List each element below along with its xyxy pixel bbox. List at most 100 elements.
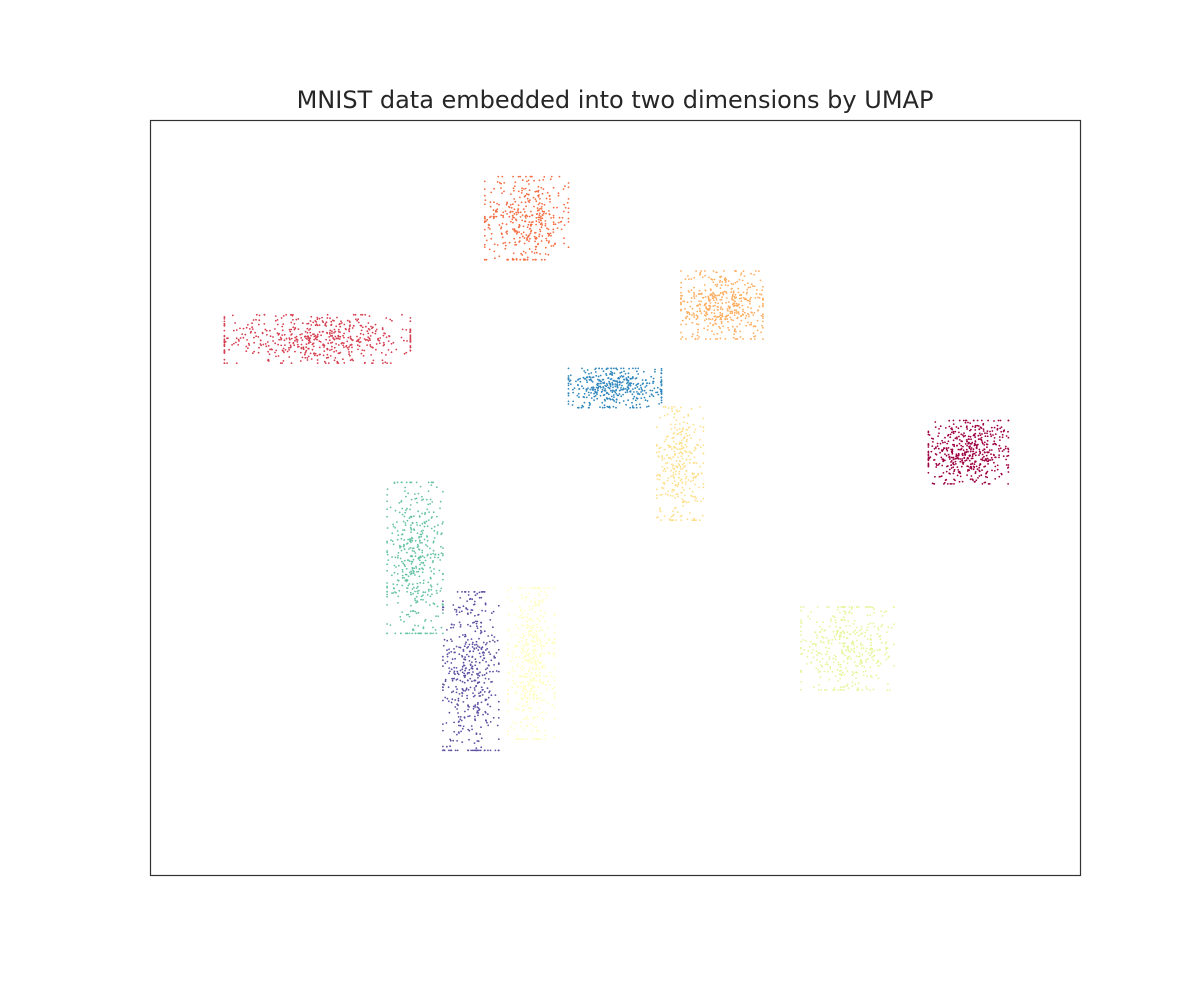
data-point [522, 657, 525, 660]
data-point [702, 486, 705, 489]
data-point [697, 473, 700, 476]
data-point [527, 655, 530, 657]
data-point [493, 243, 496, 246]
data-point [374, 332, 377, 335]
data-point [577, 406, 579, 409]
data-point [980, 439, 983, 442]
data-point [603, 406, 606, 409]
data-point [624, 388, 627, 390]
data-point [688, 426, 690, 429]
data-point [680, 514, 683, 517]
data-point [397, 579, 400, 582]
data-point [493, 201, 495, 204]
data-point [324, 324, 326, 326]
data-point [554, 243, 556, 246]
data-point [602, 378, 605, 381]
data-point [464, 591, 466, 593]
data-point [684, 450, 686, 452]
data-point [529, 657, 532, 659]
data-point [550, 234, 552, 237]
data-point [248, 328, 251, 330]
data-point [528, 652, 531, 655]
data-point [522, 729, 525, 731]
data-point [483, 258, 486, 261]
data-point [526, 649, 529, 652]
data-point [517, 211, 520, 214]
data-point [549, 671, 552, 674]
data-point [742, 338, 744, 340]
data-point [865, 660, 867, 663]
data-point [958, 480, 961, 483]
data-point [800, 647, 802, 650]
data-point [456, 740, 458, 742]
data-point [552, 231, 555, 234]
data-point [959, 448, 961, 451]
data-point [491, 680, 493, 683]
data-point [564, 185, 566, 188]
data-point [734, 304, 737, 307]
data-point [312, 321, 315, 324]
data-point [1007, 450, 1010, 453]
data-point [426, 632, 428, 635]
data-point [890, 627, 893, 629]
data-point [718, 315, 720, 318]
data-point [389, 506, 392, 509]
data-point [958, 435, 960, 438]
data-point [869, 647, 872, 650]
data-point [672, 510, 674, 512]
data-point [839, 626, 841, 629]
data-point [421, 522, 424, 525]
data-point [517, 627, 519, 630]
data-point [442, 600, 444, 603]
data-point [524, 643, 527, 645]
data-point [223, 349, 226, 351]
data-point [429, 632, 432, 635]
data-point [288, 356, 291, 358]
data-point [461, 741, 464, 744]
data-point [807, 650, 810, 652]
data-point [519, 667, 522, 670]
data-point [686, 315, 689, 318]
data-point [757, 309, 759, 311]
data-point [845, 667, 847, 669]
data-point [482, 641, 485, 644]
data-point [977, 477, 979, 479]
data-point [553, 624, 556, 627]
data-point [536, 626, 539, 629]
data-point [446, 660, 449, 663]
data-point [454, 673, 456, 676]
data-point [673, 413, 676, 415]
data-point [635, 404, 638, 406]
data-point [528, 608, 531, 611]
data-point [530, 627, 533, 630]
data-point [840, 619, 843, 622]
data-point [844, 613, 847, 615]
data-point [969, 467, 971, 469]
data-point [421, 532, 424, 534]
data-point [681, 467, 684, 470]
data-point [547, 587, 550, 589]
data-point [845, 649, 847, 652]
data-point [539, 223, 542, 226]
data-point [948, 419, 951, 422]
data-point [463, 658, 465, 661]
data-point [582, 376, 585, 379]
data-point [695, 475, 698, 477]
data-point [258, 319, 261, 322]
data-point [641, 379, 644, 381]
data-point [454, 706, 457, 708]
data-point [588, 401, 591, 404]
data-point [534, 587, 536, 589]
data-point [740, 272, 743, 274]
data-point [493, 641, 496, 643]
data-point [532, 626, 535, 629]
data-point [577, 379, 579, 381]
data-point [528, 618, 531, 621]
data-point [424, 620, 426, 622]
data-point [469, 625, 472, 627]
data-point [423, 525, 426, 528]
data-point [713, 333, 715, 336]
data-point [950, 448, 952, 451]
data-point [355, 340, 358, 342]
data-point [419, 485, 422, 488]
